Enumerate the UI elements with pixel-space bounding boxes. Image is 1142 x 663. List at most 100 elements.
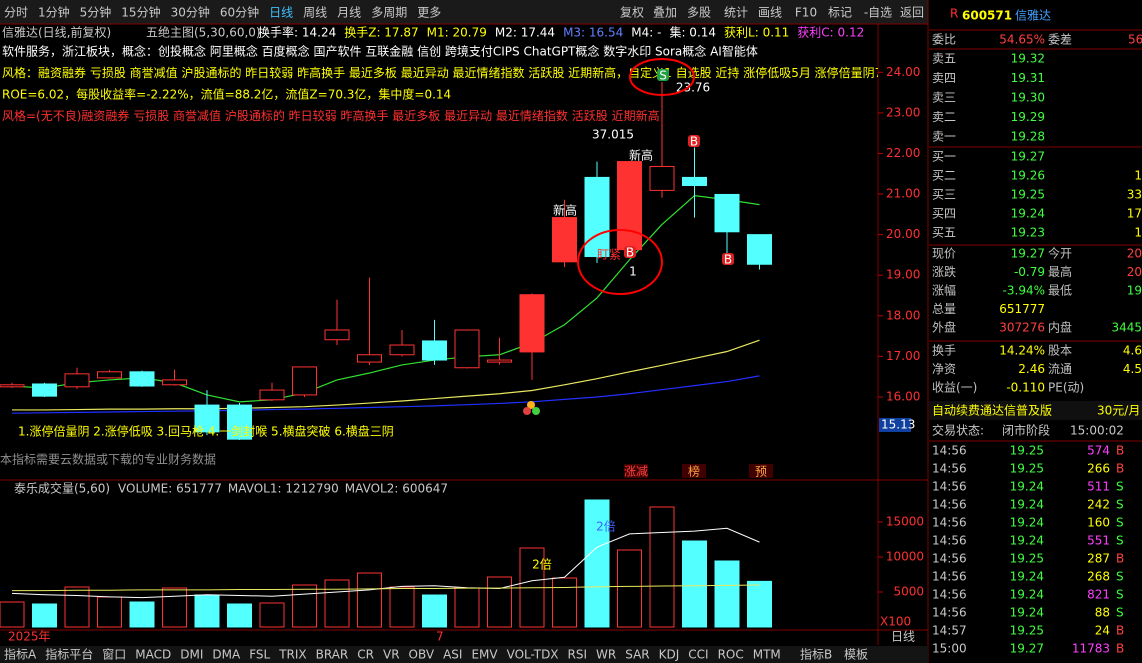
toolbar-button[interactable]: 标记 (828, 6, 852, 20)
indicator-stat: M3: 16.54 (563, 26, 623, 40)
quote-label: 外盘 (932, 320, 956, 335)
period-tab[interactable]: 15分钟 (121, 5, 160, 20)
indicator-tab[interactable]: 指标平台 (45, 647, 93, 662)
tick-side: S (1116, 480, 1124, 494)
annotation: 23.76 (676, 81, 710, 95)
indicator-tab[interactable]: VR (383, 648, 400, 662)
banner-price: 30元/月 (1097, 404, 1140, 418)
toolbar-button[interactable]: 返回 (900, 6, 924, 20)
stock-name: 信雅达 (1015, 8, 1051, 23)
indicator-tab[interactable]: BRAR (316, 648, 349, 662)
tick-time: 14:56 (932, 498, 967, 512)
tick-volume: 511 (1087, 480, 1110, 494)
period-tab[interactable]: 60分钟 (220, 5, 259, 20)
tick-price: 19.24 (1010, 570, 1044, 584)
volume-bar (129, 601, 155, 628)
ob-price: 19.23 (1011, 226, 1045, 240)
volume-annotation: 2倍 (596, 519, 616, 534)
period-tab[interactable]: 5分钟 (80, 5, 112, 20)
tick-time: 14:56 (932, 570, 967, 584)
indicator-tab[interactable]: VOL-TDX (507, 648, 559, 662)
indicator-stat: M1: 20.79 (427, 26, 487, 40)
ob-level: 卖三 (932, 91, 956, 105)
indicator-tab[interactable]: EMV (471, 648, 498, 662)
indicator-tab[interactable]: KDJ (659, 648, 680, 662)
period-tab[interactable]: 月线 (337, 6, 361, 20)
tick-price: 19.24 (1010, 480, 1044, 494)
toolbar-button[interactable]: F10 (795, 6, 817, 20)
status-time: 15:00:02 (1070, 424, 1124, 438)
indicator-tab[interactable]: SAR (625, 648, 649, 662)
candle-body (714, 193, 740, 233)
volume-bar (259, 602, 285, 628)
indicator-tab[interactable]: MTM (753, 648, 781, 662)
candle-body (617, 161, 642, 251)
ob-level: 买三 (932, 188, 956, 202)
toolbar-button[interactable]: 多股 (687, 6, 711, 20)
toolbar-button[interactable]: 叠加 (653, 6, 677, 20)
tick-price: 19.27 (1010, 642, 1044, 656)
volume-bar (389, 586, 415, 628)
quote-value: 3445 (1111, 321, 1142, 335)
period-tab[interactable]: 30分钟 (171, 5, 210, 20)
candle-body (389, 344, 415, 356)
indicator-tab[interactable]: CR (357, 648, 374, 662)
toolbar-button[interactable]: 画线 (758, 6, 782, 20)
y-tick-label: 5000 (893, 585, 924, 599)
indicator-tab[interactable]: TRIX (278, 648, 306, 662)
tag-box (749, 464, 773, 478)
ob-qty: 1 (1134, 226, 1142, 240)
candle-body (649, 165, 675, 191)
indicator-tab[interactable]: ASI (443, 648, 462, 662)
price-tag: 15.13 (881, 418, 915, 432)
tick-time: 15:00 (932, 642, 967, 656)
period-tab[interactable]: 多周期 (371, 6, 407, 20)
quote-label: 收益(一) (932, 381, 977, 395)
volume-bar (617, 549, 642, 628)
period-tab[interactable]: 分时 (4, 6, 28, 20)
indicator-tab[interactable]: WR (596, 648, 616, 662)
toolbar-button[interactable]: -自选 (864, 6, 892, 20)
period-tab[interactable]: 1分钟 (38, 5, 70, 20)
volume-bar (292, 584, 317, 628)
period-tab[interactable]: 更多 (417, 6, 441, 20)
tick-time: 14:56 (932, 480, 967, 494)
indicator-tab[interactable]: 窗口 (102, 648, 126, 662)
tick-price: 19.25 (1010, 552, 1044, 566)
indicator-tab[interactable]: 指标B (800, 647, 832, 662)
indicator-tab[interactable]: DMA (212, 648, 241, 662)
ob-level: 买一 (932, 150, 956, 164)
indicator-tab[interactable]: OBV (409, 648, 435, 662)
volume-stat: VOLUME: 651777 (118, 482, 222, 496)
toolbar-button[interactable]: 统计 (724, 6, 748, 20)
indicator-tab[interactable]: CCI (688, 648, 708, 662)
buy-marker-box (624, 246, 636, 258)
tick-volume: 551 (1087, 534, 1110, 548)
event-tag: 榜 (688, 464, 700, 479)
stock-code: 600571 (962, 9, 1012, 23)
period-tab[interactable]: 日线 (269, 6, 293, 20)
indicator-tab[interactable]: DMI (180, 648, 203, 662)
tag-box (624, 464, 648, 478)
indicator-tab[interactable]: ROC (718, 648, 744, 662)
volume-bar (194, 594, 220, 628)
quote-label: 今开 (1048, 246, 1072, 261)
indicator-tab[interactable]: MACD (135, 648, 171, 662)
volume-bar (32, 603, 57, 628)
stock-mark: R (950, 7, 958, 21)
period-tab[interactable]: 周线 (303, 6, 327, 20)
tick-time: 14:56 (932, 516, 967, 530)
quote-label: 股本 (1048, 344, 1072, 358)
candle-body (259, 389, 285, 401)
toolbar-button[interactable]: 复权 (620, 6, 644, 20)
tick-price: 19.24 (1010, 588, 1044, 602)
indicator-tab[interactable]: FSL (249, 648, 270, 662)
indicator-tab[interactable]: 模板 (844, 648, 868, 662)
info-line: ROE=6.02，每股收益率=-2.22%，流值=88.2亿，流值Z=70.3亿… (2, 87, 451, 102)
indicator-tab[interactable]: RSI (568, 648, 588, 662)
y-tick-label: 23.00 (886, 105, 920, 119)
indicator-tab[interactable]: 指标A (4, 647, 37, 662)
quote-value: 651777 (999, 302, 1045, 316)
dot (523, 407, 531, 415)
